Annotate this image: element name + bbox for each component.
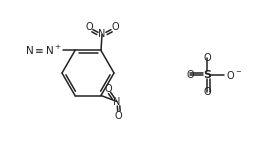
- Text: O: O: [85, 22, 93, 32]
- Text: O: O: [186, 70, 194, 80]
- Text: O: O: [111, 22, 119, 32]
- Text: O: O: [104, 84, 112, 94]
- Text: O: O: [203, 87, 211, 97]
- Text: O: O: [203, 53, 211, 63]
- Text: N: N: [113, 97, 121, 107]
- Text: O: O: [114, 111, 122, 121]
- Text: S: S: [203, 70, 211, 80]
- Text: N: N: [98, 29, 106, 39]
- Text: O$^-$: O$^-$: [226, 69, 242, 81]
- Text: $\mathsf{N{\equiv}N^+}$: $\mathsf{N{\equiv}N^+}$: [25, 44, 62, 57]
